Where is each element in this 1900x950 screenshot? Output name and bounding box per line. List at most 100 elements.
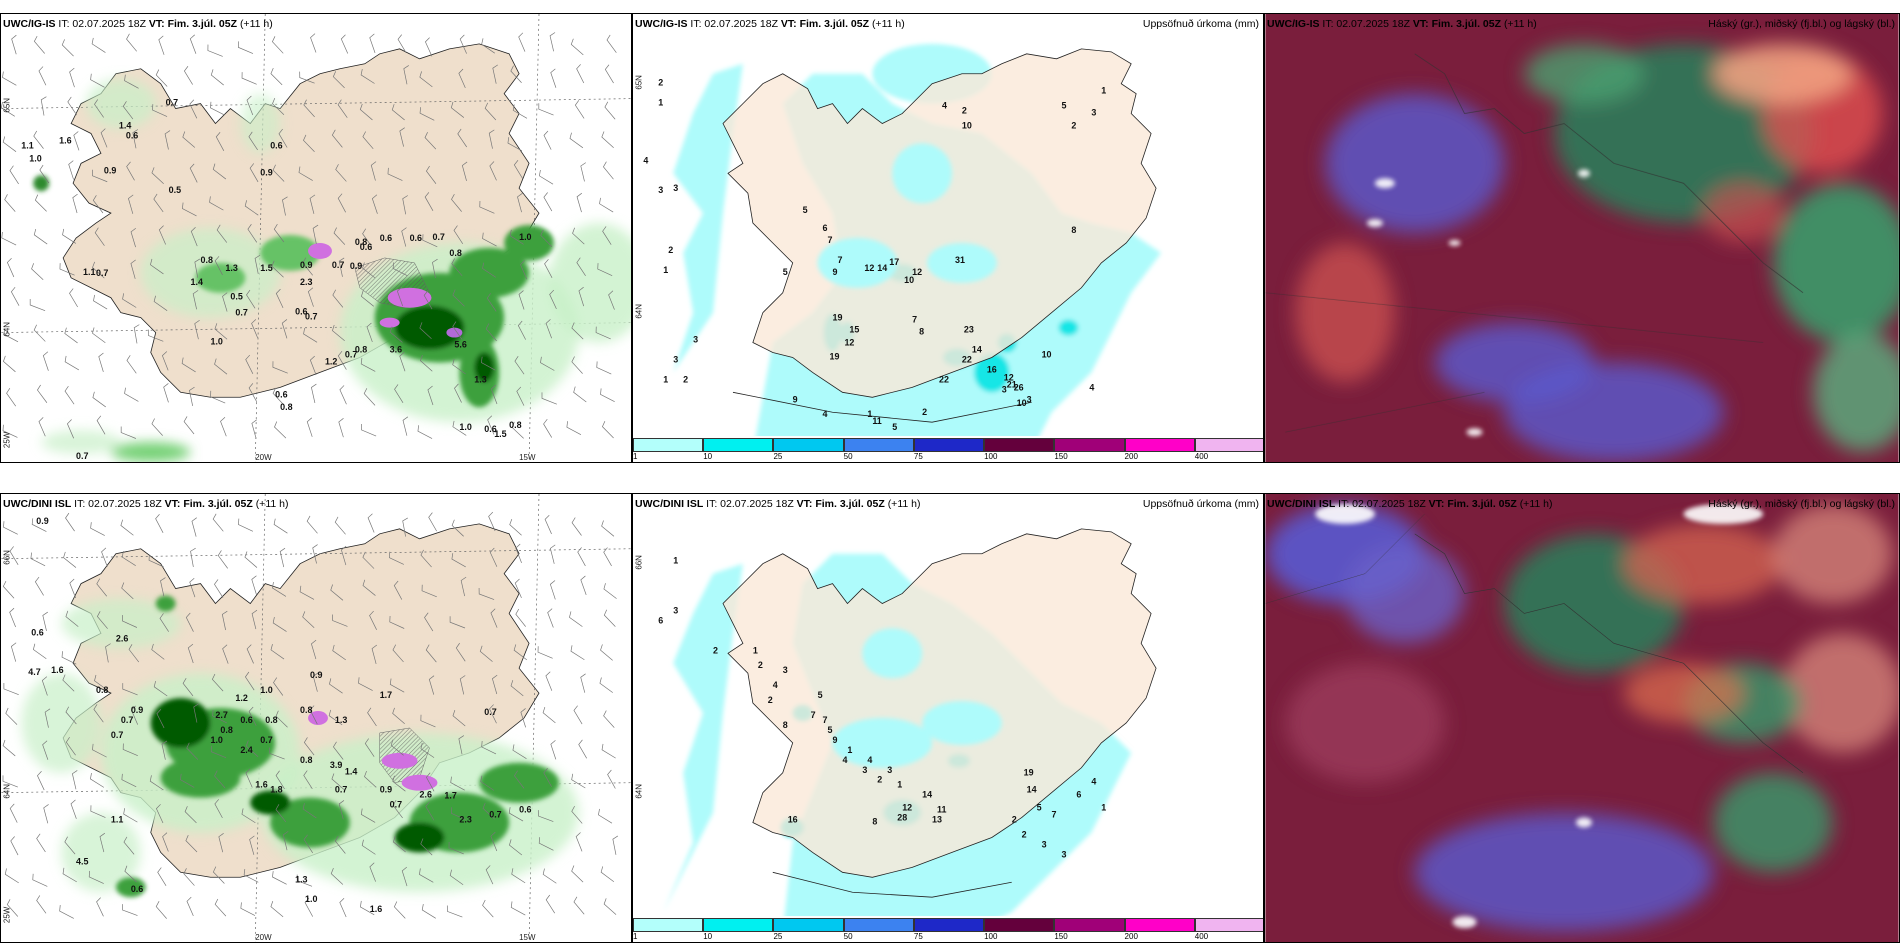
wind-barb [251, 419, 257, 439]
wind-barb [149, 775, 164, 791]
value-label: 0.8 [300, 755, 312, 765]
wind-barb [571, 517, 582, 536]
value-label: 1.2 [325, 356, 337, 366]
value-label: 1.4 [191, 277, 203, 287]
wind-barb [428, 512, 437, 532]
value-label: 5 [803, 205, 808, 215]
value-label: 0.6 [275, 389, 287, 399]
wind-barb [461, 161, 468, 181]
wind-barb [275, 770, 285, 790]
colorbar-cell [984, 918, 1055, 932]
wind-barb [66, 419, 75, 439]
wind-barb [272, 871, 287, 885]
wind-barb [329, 678, 343, 694]
wind-barb [128, 644, 140, 663]
value-label: 10 [1042, 349, 1052, 359]
precip-colorbar: 1 10 25 50 75 100 150 200 400 [633, 436, 1263, 462]
colorbar-tick: 200 [1124, 452, 1138, 461]
wind-barb [451, 553, 466, 568]
panel-header: UWC/DINI ISL IT: 02.07.2025 18Z VT: Fim.… [635, 498, 1259, 510]
model-name: UWC/DINI ISL [3, 498, 72, 510]
value-label: 0.6 [410, 233, 422, 243]
wind-barb [360, 900, 375, 916]
wind-barb [425, 801, 435, 821]
wind-barb [302, 803, 317, 819]
value-label: 2 [877, 775, 882, 785]
wind-barb [479, 645, 493, 662]
value-label: 0.9 [36, 516, 48, 526]
value-label: 1.1 [83, 267, 95, 277]
valid-time: Fim. 3.júl. 05Z [167, 18, 238, 30]
value-label: 26 [1014, 382, 1024, 392]
wind-barb [36, 895, 47, 914]
wind-barb [299, 585, 315, 600]
colorbar-cell [1124, 918, 1195, 932]
wind-barb [3, 521, 18, 535]
wind-barb [246, 644, 254, 664]
value-label: 28 [897, 813, 907, 823]
wind-barb [65, 706, 77, 725]
colorbar-tick: 150 [1054, 932, 1068, 941]
colorbar-cell [1194, 918, 1263, 932]
value-label: 0.9 [380, 785, 392, 795]
wind-barb [271, 36, 284, 54]
wind-barb [71, 770, 78, 790]
wind-barb [153, 193, 164, 213]
value-label: 19 [830, 351, 840, 361]
wind-barb [34, 576, 44, 596]
wind-barb [63, 551, 77, 568]
wind-barb [186, 742, 199, 760]
valid-time: Fim. 3.júl. 05Z [815, 498, 885, 510]
value-label: 0.9 [131, 705, 143, 715]
value-label: 1 [658, 98, 663, 108]
wind-barb [549, 289, 557, 310]
wind-barb [517, 193, 523, 213]
init-time: 02.07.2025 18Z [704, 18, 778, 30]
wind-barb [296, 874, 313, 887]
wind-barb [303, 134, 315, 153]
value-label: 3 [1027, 394, 1032, 404]
wind-barb [4, 868, 19, 884]
wind-barb [5, 707, 18, 725]
wind-barb [306, 417, 313, 437]
lead-time: (+11 h) [239, 18, 273, 30]
wind-barb [303, 99, 315, 118]
wind-barb [162, 832, 169, 852]
value-label: 1 [673, 556, 678, 566]
value-label: 1.5 [494, 429, 506, 439]
wind-barb [281, 319, 288, 339]
wind-barb [391, 104, 405, 121]
wind-barb [155, 513, 164, 533]
value-label: 5 [783, 267, 788, 277]
value-label: 2.7 [215, 710, 227, 720]
wind-barb [602, 161, 614, 180]
wind-barb [123, 836, 135, 855]
wind-barb [309, 705, 318, 725]
wind-barb [151, 167, 164, 184]
value-label: 0.5 [169, 185, 181, 195]
wind-barb [123, 808, 138, 823]
wind-barb [541, 392, 557, 405]
value-label: 1.0 [459, 422, 471, 432]
wind-barb [453, 225, 464, 244]
wind-barb [272, 387, 285, 406]
wind-barb [451, 258, 463, 277]
value-label: 4 [1091, 777, 1096, 787]
wind-barb [90, 772, 105, 788]
value-label: 0.7 [489, 810, 501, 820]
value-label: 10 [1017, 398, 1027, 408]
value-label: 0.7 [390, 800, 402, 810]
wind-barb [514, 355, 525, 375]
wind-barb [124, 387, 139, 402]
wind-barb [282, 831, 289, 851]
wind-barb [65, 737, 76, 756]
wind-barb [185, 835, 198, 853]
value-label: 3.6 [390, 344, 402, 354]
wind-barb [360, 290, 374, 307]
wind-barb [189, 34, 197, 54]
wind-barb [480, 775, 495, 791]
wind-barb [214, 770, 226, 789]
wind-barb [2, 739, 16, 757]
wind-barb [310, 33, 317, 53]
wind-barb [596, 361, 612, 375]
